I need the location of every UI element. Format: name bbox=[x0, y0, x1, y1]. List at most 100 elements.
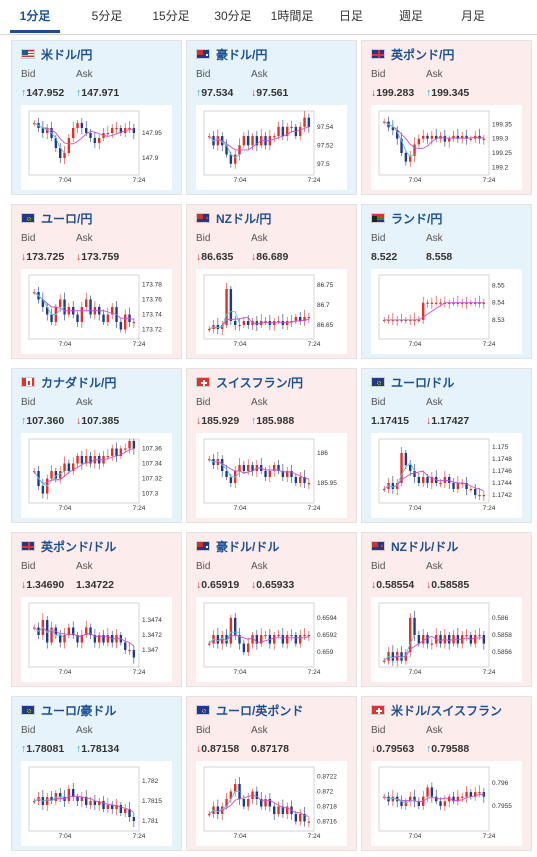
pair-name[interactable]: ユーロ/豪ドル bbox=[41, 703, 117, 718]
pair-name[interactable]: 豪ドル/円 bbox=[216, 47, 268, 62]
candle bbox=[400, 652, 403, 661]
tab-7[interactable]: 月足 bbox=[460, 9, 485, 23]
bid-label: Bid bbox=[21, 69, 36, 80]
mini-chart[interactable]: 173.78 173.76 173.74 173.72 7:04 7:24 bbox=[21, 269, 172, 354]
candle bbox=[443, 801, 447, 806]
tab-5[interactable]: 日足 bbox=[338, 9, 363, 23]
tab-1[interactable]: 5分足 bbox=[91, 9, 123, 23]
x-tick-label: 7:24 bbox=[483, 177, 496, 184]
pair-name[interactable]: カナダドル/円 bbox=[41, 375, 117, 390]
rate-card[interactable]: ユーロ/英ポンド Bid Ask ↓0.87158 0.87178 0.8722 0.872… bbox=[186, 696, 357, 851]
pair-title[interactable]: カナダドル/円 bbox=[21, 374, 116, 390]
candle bbox=[93, 801, 97, 805]
rate-card[interactable]: NZドル/ドル Bid Ask ↓0.58554 ↓0.58585 0.586 0.5858… bbox=[361, 532, 532, 687]
pair-name[interactable]: 英ポンド/円 bbox=[391, 47, 455, 62]
mini-chart[interactable]: 8.55 8.54 8.53 7:04 7:24 bbox=[371, 269, 522, 354]
pair-title[interactable]: 豪ドル/ドル bbox=[196, 538, 279, 554]
mini-chart[interactable]: 1.3474 1.3472 1.347 7:04 7:24 bbox=[21, 597, 172, 682]
pair-title[interactable]: ユーロ/豪ドル bbox=[21, 702, 116, 718]
mini-chart[interactable]: 0.796 0.7955 7:04 7:24 bbox=[371, 761, 522, 846]
rate-card[interactable]: 米ドル/円 Bid Ask ↑147.952 ↑147.971 147.95 147.9 7:… bbox=[11, 40, 182, 195]
ask-price: 0.65933 bbox=[256, 579, 295, 591]
pair-title[interactable]: 米ドル/円 bbox=[21, 46, 92, 62]
mini-chart[interactable]: 97.54 97.52 97.5 7:04 7:24 bbox=[196, 105, 347, 190]
mini-chart[interactable]: 0.8722 0.872 0.8718 0.8716 7:04 7:24 bbox=[196, 761, 347, 846]
tab-3[interactable]: 30分足 bbox=[214, 9, 252, 23]
candle bbox=[452, 796, 455, 802]
rate-card[interactable]: ランド/円 Bid Ask 8.522 8.558 8.55 8.54 8.53 7:04 7:2… bbox=[361, 204, 532, 359]
ask-label: Ask bbox=[76, 233, 93, 244]
candle bbox=[448, 796, 451, 802]
rate-card[interactable]: 豪ドル/ドル Bid Ask ↓0.65919 ↓0.65933 0.6594 0.6592… bbox=[186, 532, 357, 687]
pair-title[interactable]: ユーロ/ドル bbox=[371, 374, 454, 390]
candle bbox=[273, 806, 276, 814]
candle bbox=[67, 789, 71, 801]
mini-chart[interactable]: 0.6594 0.6592 0.659 7:04 7:24 bbox=[196, 597, 347, 682]
mini-chart[interactable]: 107.36 107.34 107.32 107.3 7:04 7:24 bbox=[21, 433, 172, 518]
rate-card[interactable]: NZドル/円 Bid Ask ↓86.635 ↓86.689 86.75 86.7 86.65… bbox=[186, 204, 357, 359]
candle bbox=[72, 463, 75, 471]
pair-name[interactable]: ユーロ/英ポンド bbox=[216, 703, 304, 718]
candle bbox=[448, 138, 451, 142]
ask-value: ↓97.561 bbox=[251, 87, 288, 99]
pair-name[interactable]: ユーロ/円 bbox=[41, 211, 93, 226]
pair-name[interactable]: ランド/円 bbox=[391, 211, 443, 226]
candle bbox=[465, 302, 468, 304]
pair-title[interactable]: スイスフラン/円 bbox=[196, 374, 303, 390]
mini-chart[interactable]: 1.782 1.7815 1.781 7:04 7:24 bbox=[21, 761, 172, 846]
bid-price: 86.635 bbox=[201, 251, 234, 263]
rate-card[interactable]: ユーロ/ドル Bid Ask 1.17415 ↓1.17427 1.175 1.1748 1.… bbox=[361, 368, 532, 523]
rate-card[interactable]: ユーロ/円 Bid Ask ↓173.725 ↓173.759 173.78 173.76 1… bbox=[11, 204, 182, 359]
candle bbox=[383, 660, 386, 662]
candle bbox=[391, 127, 395, 131]
mini-chart[interactable]: 147.95 147.9 7:04 7:24 bbox=[21, 105, 172, 190]
candle bbox=[106, 456, 110, 458]
y-tick-label: 1.781 bbox=[142, 818, 159, 825]
pair-name[interactable]: 米ドル/スイスフラン bbox=[391, 703, 502, 718]
mini-chart[interactable]: 186 185.95 7:04 7:24 bbox=[196, 433, 347, 518]
pair-name[interactable]: 豪ドル/ドル bbox=[216, 539, 280, 554]
pair-title[interactable]: ユーロ/円 bbox=[21, 210, 92, 226]
pair-title[interactable]: NZドル/ドル bbox=[371, 538, 458, 554]
mini-chart[interactable]: 1.175 1.1748 1.1746 1.1744 1.1742 7:04 7:24 bbox=[371, 433, 522, 518]
pair-name[interactable]: 英ポンド/ドル bbox=[41, 539, 117, 554]
mini-chart[interactable]: 86.75 86.7 86.65 7:04 7:24 bbox=[196, 269, 347, 354]
bid-value: ↓0.79563 bbox=[371, 743, 414, 755]
pair-title[interactable]: ランド/円 bbox=[371, 210, 442, 226]
tab-4[interactable]: 1時間足 bbox=[270, 9, 314, 23]
rate-card[interactable]: カナダドル/円 Bid Ask ↑107.360 ↓107.385 107.36 107.3… bbox=[11, 368, 182, 523]
candle bbox=[452, 302, 455, 304]
tab-0[interactable]: 1分足 bbox=[10, 0, 60, 33]
x-tick-label: 7:24 bbox=[483, 505, 496, 512]
rate-card[interactable]: ユーロ/豪ドル Bid Ask ↑1.78081 ↑1.78134 1.782 1.7815… bbox=[11, 696, 182, 851]
rate-card[interactable]: 米ドル/スイスフラン Bid Ask ↓0.79563 ↑0.79588 0.796 0.7… bbox=[361, 696, 532, 851]
rate-card[interactable]: 豪ドル/円 Bid Ask ↑97.534 ↓97.561 97.54 97.52 97.5 7… bbox=[186, 40, 357, 195]
pair-name[interactable]: スイスフラン/円 bbox=[216, 375, 303, 390]
candle bbox=[469, 302, 473, 304]
pair-title[interactable]: 米ドル/スイスフラン bbox=[371, 702, 502, 718]
mini-chart[interactable]: 199.35 199.3 199.25 199.2 7:04 7:24 bbox=[371, 105, 522, 190]
candle bbox=[417, 138, 421, 145]
pair-title[interactable]: 英ポンド/円 bbox=[371, 46, 454, 62]
pair-name[interactable]: ユーロ/ドル bbox=[391, 375, 455, 390]
pair-title[interactable]: NZドル/円 bbox=[196, 210, 271, 226]
rate-card[interactable]: スイスフラン/円 Bid Ask ↓185.929 ↑185.988 186 185.95 7… bbox=[186, 368, 357, 523]
ask-value: ↓0.58585 bbox=[426, 579, 469, 591]
rate-card[interactable]: 英ポンド/ドル Bid Ask ↓1.34690 1.34722 1.3474 1.3472… bbox=[11, 532, 182, 687]
pair-title[interactable]: ユーロ/英ポンド bbox=[196, 702, 303, 718]
tab-6[interactable]: 週足 bbox=[398, 9, 423, 23]
candle bbox=[93, 138, 97, 143]
pair-name[interactable]: 米ドル/円 bbox=[41, 47, 93, 62]
pair-name[interactable]: NZドル/円 bbox=[216, 211, 272, 226]
candle bbox=[461, 483, 464, 485]
x-tick-label: 7:04 bbox=[234, 505, 247, 512]
pair-title[interactable]: 英ポンド/ドル bbox=[21, 538, 116, 554]
candle bbox=[106, 635, 110, 643]
y-tick-label: 107.36 bbox=[142, 446, 162, 453]
rate-card[interactable]: 英ポンド/円 Bid Ask ↓199.283 ↑199.345 199.35 199.3 1… bbox=[361, 40, 532, 195]
tab-2[interactable]: 15分足 bbox=[152, 9, 190, 23]
pair-name[interactable]: NZドル/ドル bbox=[391, 539, 459, 554]
ask-value: ↑1.78134 bbox=[76, 743, 119, 755]
mini-chart[interactable]: 0.586 0.5858 0.5856 7:04 7:24 bbox=[371, 597, 522, 682]
pair-title[interactable]: 豪ドル/円 bbox=[196, 46, 267, 62]
